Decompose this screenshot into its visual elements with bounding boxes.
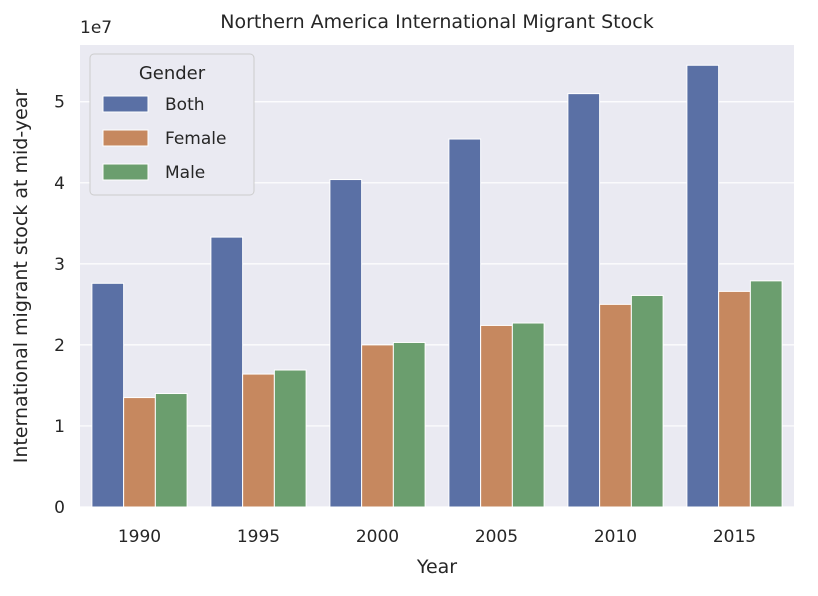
legend-swatch-male bbox=[102, 163, 149, 181]
bar-male bbox=[273, 369, 307, 508]
x-tick-label: 1990 bbox=[118, 527, 161, 547]
bar-both bbox=[329, 179, 363, 508]
bar-male bbox=[511, 322, 545, 508]
bar-female bbox=[242, 373, 275, 508]
bar-female bbox=[480, 324, 513, 508]
y-tick-label: 1 bbox=[54, 417, 65, 437]
legend-items: Both Female Male bbox=[102, 95, 226, 183]
bar-male bbox=[630, 294, 664, 508]
bar-male bbox=[154, 393, 188, 508]
y-offset-label: 1e7 bbox=[80, 18, 112, 38]
bar-both bbox=[567, 93, 601, 508]
bar-both bbox=[91, 282, 125, 508]
legend: Gender Both Female Male bbox=[89, 53, 255, 196]
bar-female bbox=[123, 397, 156, 508]
grid bbox=[80, 101, 794, 508]
bar-both bbox=[210, 236, 244, 508]
legend-box bbox=[89, 53, 255, 196]
bars bbox=[91, 64, 783, 508]
y-tick-label: 2 bbox=[54, 336, 65, 356]
bar-both bbox=[448, 138, 482, 508]
x-tick-label: 2005 bbox=[475, 527, 518, 547]
x-tick-label: 2015 bbox=[713, 527, 756, 547]
x-tick-label: 2000 bbox=[356, 527, 399, 547]
y-tick-label: 4 bbox=[54, 174, 65, 194]
bar-male bbox=[392, 341, 426, 508]
y-ticks: 0 1 2 3 4 5 bbox=[54, 93, 65, 518]
y-tick-label: 0 bbox=[54, 498, 65, 518]
bar-female bbox=[718, 290, 751, 508]
legend-swatch-female bbox=[102, 129, 149, 147]
x-tick-label: 1995 bbox=[237, 527, 280, 547]
legend-label-both: Both bbox=[165, 95, 205, 115]
chart-title: Northern America International Migrant S… bbox=[220, 11, 653, 33]
x-ticks: 1990 1995 2000 2005 2010 2015 bbox=[118, 527, 756, 547]
legend-label-female: Female bbox=[165, 129, 226, 149]
bar-female bbox=[599, 303, 632, 508]
bar-both bbox=[686, 64, 720, 508]
y-tick-label: 5 bbox=[54, 93, 65, 113]
bar-female bbox=[361, 344, 394, 508]
x-tick-label: 2010 bbox=[594, 527, 637, 547]
bar-male bbox=[749, 280, 783, 508]
legend-swatch-both bbox=[102, 95, 149, 113]
legend-title: Gender bbox=[139, 63, 206, 84]
x-axis-label: Year bbox=[416, 556, 457, 578]
y-tick-label: 3 bbox=[54, 255, 65, 275]
y-axis-label: International migrant stock at mid-year bbox=[10, 89, 32, 464]
legend-label-male: Male bbox=[165, 163, 205, 183]
